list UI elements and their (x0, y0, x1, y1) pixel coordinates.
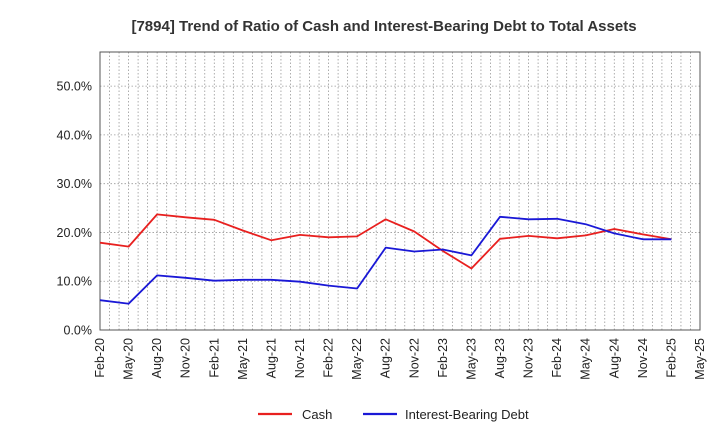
x-tick-label: Aug-21 (264, 338, 278, 378)
y-tick-label: 30.0% (57, 177, 92, 191)
y-axis: 0.0% 10.0% 20.0% 30.0% 40.0% 50.0% (57, 80, 92, 338)
x-tick-label: Nov-20 (179, 338, 193, 378)
y-tick-label: 40.0% (57, 128, 92, 142)
y-tick-label: 50.0% (57, 80, 92, 94)
y-tick-label: 20.0% (57, 226, 92, 240)
x-tick-label: Aug-22 (379, 338, 393, 378)
y-tick-label: 0.0% (64, 324, 93, 338)
chart-title: [7894] Trend of Ratio of Cash and Intere… (131, 18, 636, 35)
legend: Cash Interest-Bearing Debt (258, 407, 529, 422)
legend-label-cash: Cash (302, 407, 332, 422)
series-line-cash (99, 213, 672, 270)
plot-area (99, 51, 701, 331)
x-tick-label: May-24 (579, 338, 593, 380)
x-tick-label: Feb-21 (207, 338, 221, 378)
series-line-interest-bearing-debt (99, 215, 672, 305)
x-tick-label: May-25 (693, 338, 707, 380)
x-tick-label: Feb-23 (436, 338, 450, 378)
x-tick-label: Aug-24 (607, 338, 621, 378)
series-lines (99, 213, 672, 305)
x-tick-label: Nov-23 (522, 338, 536, 378)
grid (99, 52, 701, 331)
x-tick-label: Nov-24 (636, 338, 650, 378)
x-tick-label: Nov-21 (293, 338, 307, 378)
x-tick-label: May-21 (236, 338, 250, 380)
x-tick-label: Feb-25 (664, 338, 678, 378)
x-tick-label: May-22 (350, 338, 364, 380)
x-tick-label: Feb-22 (322, 338, 336, 378)
x-tick-label: Aug-20 (150, 338, 164, 378)
x-tick-label: Feb-20 (93, 338, 107, 378)
x-tick-label: Nov-22 (407, 338, 421, 378)
x-tick-label: Feb-24 (550, 338, 564, 378)
y-tick-label: 10.0% (57, 275, 92, 289)
x-tick-label: May-20 (122, 338, 136, 380)
x-tick-label: May-23 (464, 338, 478, 380)
x-tick-label: Aug-23 (493, 338, 507, 378)
legend-label-debt: Interest-Bearing Debt (405, 407, 529, 422)
x-axis: Feb-20 May-20 Aug-20 Nov-20 Feb-21 May-21 Aug-… (93, 338, 707, 380)
